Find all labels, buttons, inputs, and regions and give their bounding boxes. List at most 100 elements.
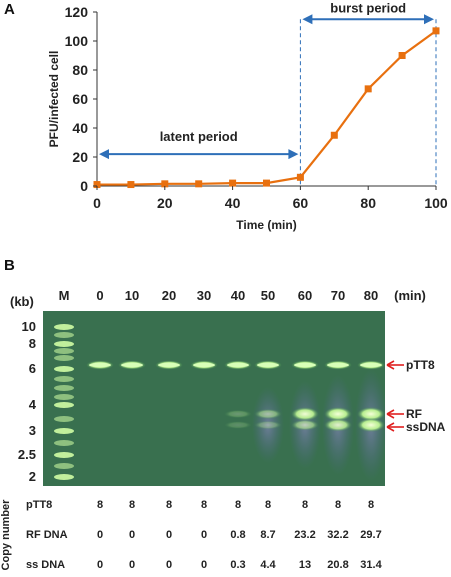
ladder-band	[54, 385, 74, 391]
ladder-band	[54, 402, 74, 408]
x-tick-label: 80	[360, 195, 376, 211]
marker-lane-label: M	[59, 288, 70, 303]
latent-arrow-head-left	[99, 149, 109, 160]
ladder-bands	[54, 324, 74, 480]
table-cell: 29.7	[360, 529, 381, 541]
y-tick-label: 40	[72, 120, 88, 136]
data-point	[93, 181, 101, 189]
ladder-size-label: 4	[29, 397, 37, 412]
ladder-size-label: 2.5	[18, 447, 36, 462]
ptt8-band-core	[327, 362, 349, 368]
ladder-size-label: 3	[29, 423, 36, 438]
ptt8-band-core	[257, 362, 279, 368]
x-tick-label: 100	[424, 195, 448, 211]
lane-labels: 0 10 20 30 40 50 60 70 80	[96, 288, 378, 303]
ptt8-band-core	[89, 362, 111, 368]
ladder-band	[54, 463, 74, 469]
latent-period-label: latent period	[160, 129, 238, 144]
lane-label: 70	[331, 288, 345, 303]
table-cell: 8	[129, 499, 135, 511]
ladder-size-label: 10	[22, 319, 36, 334]
ptt8-band-core	[158, 362, 180, 368]
data-point	[195, 180, 203, 188]
sample-bands	[86, 360, 385, 432]
rf-band	[357, 407, 385, 421]
table-cell: 8	[235, 499, 241, 511]
table-cell: 8	[335, 499, 341, 511]
table-cell: 31.4	[360, 559, 382, 571]
lane-label: 30	[197, 288, 211, 303]
data-point	[364, 85, 372, 93]
ladder-size-label: 6	[29, 361, 36, 376]
table-cell: 8	[302, 499, 308, 511]
ptt8-band-core	[294, 362, 316, 368]
band-label: ssDNA	[406, 420, 446, 434]
ladder-band	[54, 332, 74, 338]
y-tick-label: 100	[65, 33, 89, 49]
series-layer	[93, 27, 440, 189]
ladder-band	[54, 394, 74, 400]
ladder-band	[54, 366, 74, 372]
ladder-band	[54, 452, 74, 458]
ladder-size-label: 8	[29, 336, 36, 351]
ssdna-band	[291, 419, 319, 431]
table-cell: 8	[265, 499, 271, 511]
table-cell: 20.8	[327, 559, 348, 571]
ladder-size-label: 2	[29, 469, 36, 484]
table-cell: 32.2	[327, 529, 348, 541]
time-unit-label: (min)	[394, 288, 426, 303]
data-point	[263, 179, 270, 187]
rf-band	[291, 407, 319, 421]
band-label: RF	[406, 407, 422, 421]
table-cell: 8.7	[260, 529, 275, 541]
lane-label: 10	[125, 288, 139, 303]
gel-figure: B (kb) M (min) 0 10 20 30 40 50 60 70 80 1086432…	[0, 257, 446, 571]
burst-arrow-head-right	[424, 14, 434, 25]
table-cell: 8	[201, 499, 207, 511]
rf-band	[224, 409, 252, 419]
ladder-band	[54, 355, 74, 361]
tick-labels: 0 20 40 60 80 100 120 0 20 40 60 80 100	[65, 4, 448, 211]
y-tick-label: 120	[65, 4, 89, 20]
data-point	[161, 180, 169, 188]
x-tick-label: 60	[293, 195, 309, 211]
y-axis-title: PFU/infected cell	[47, 51, 61, 148]
table-cell: 8	[97, 499, 103, 511]
ptt8-band-core	[121, 362, 143, 368]
table-cell: 13	[299, 559, 311, 571]
panel-b-label: B	[4, 257, 15, 274]
data-point	[398, 52, 406, 59]
ptt8-band-core	[193, 362, 215, 368]
axes-layer	[96, 12, 436, 187]
burst-period-label: burst period	[330, 0, 406, 15]
table-cell: 0.8	[230, 529, 245, 541]
band-label: pTT8	[406, 358, 435, 372]
ssdna-band	[224, 421, 252, 429]
ladder-band	[54, 348, 74, 354]
ladder-band	[54, 428, 74, 434]
ssdna-band	[357, 418, 385, 432]
table-row-label: ss DNA	[26, 559, 65, 571]
lane-label: 60	[298, 288, 312, 303]
ladder-band	[54, 440, 74, 446]
data-point	[296, 173, 304, 181]
x-tick-label: 0	[93, 195, 101, 211]
table-cell: 0	[201, 529, 207, 541]
table-cell: 0	[97, 559, 103, 571]
table-cell: 0	[166, 559, 172, 571]
ladder-band	[54, 474, 74, 480]
ptt8-band-core	[360, 362, 382, 368]
y-tick-label: 80	[72, 62, 88, 78]
ptt8-band-core	[227, 362, 249, 368]
band-arrow-head	[386, 422, 395, 432]
table-cell: 0	[129, 559, 135, 571]
table-cell: 0.3	[230, 559, 245, 571]
table-row-label: pTT8	[26, 499, 52, 511]
band-arrow-head	[386, 360, 395, 370]
burst-arrow-head-left	[302, 14, 313, 25]
panel-a-label: A	[4, 1, 15, 18]
ladder-size-labels: 10 8 6 4 3 2.5 2	[18, 319, 37, 484]
table-cell: 0	[166, 529, 172, 541]
table-cell: 0	[97, 529, 103, 541]
